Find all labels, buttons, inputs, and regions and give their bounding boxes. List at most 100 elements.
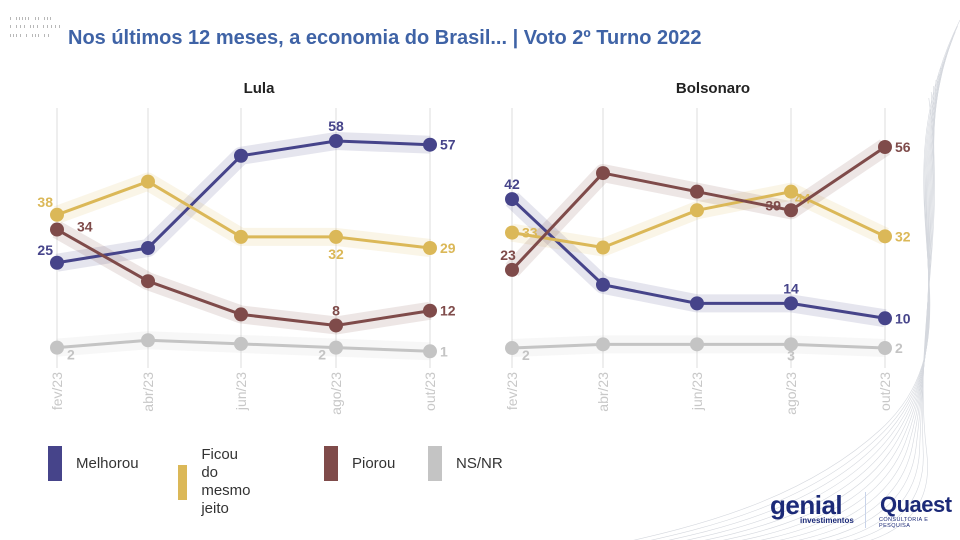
data-label-ns-nr: 2 xyxy=(895,340,903,356)
decorative-wave-line xyxy=(741,55,946,540)
decorative-wave-line xyxy=(798,73,939,540)
x-tick-label: out/23 xyxy=(877,372,893,411)
data-point-melhorou xyxy=(141,241,155,255)
decorative-dots-icon xyxy=(10,17,60,37)
data-label-melhorou: 14 xyxy=(783,280,799,296)
data-point-ficou-do-mesmo-jeito xyxy=(690,203,704,218)
data-label-piorou: 23 xyxy=(500,247,516,263)
x-tick-label: ago/23 xyxy=(783,372,799,415)
data-point-piorou xyxy=(784,203,798,218)
data-point-ns-nr xyxy=(596,337,610,352)
data-label-ficou-do-mesmo-jeito: 33 xyxy=(522,225,538,241)
data-point-ns-nr xyxy=(234,336,248,351)
data-point-piorou xyxy=(329,318,343,333)
data-label-melhorou: 58 xyxy=(328,118,344,134)
data-point-ficou-do-mesmo-jeito xyxy=(234,229,248,244)
data-point-melhorou xyxy=(50,255,64,270)
x-tick-label: abr/23 xyxy=(140,372,156,412)
legend-swatch-piorou xyxy=(324,446,338,481)
legend-swatch-ficou xyxy=(178,464,188,500)
data-point-ficou-do-mesmo-jeito xyxy=(878,229,892,244)
data-label-piorou: 12 xyxy=(440,303,456,319)
data-point-ns-nr xyxy=(141,333,155,348)
chart-title: Bolsonaro xyxy=(676,80,750,97)
legend-item-ficou: Ficou do mesmo jeito xyxy=(178,446,255,518)
decorative-wave-line xyxy=(650,25,958,540)
data-point-melhorou xyxy=(423,137,437,152)
data-label-melhorou: 57 xyxy=(440,137,456,153)
legend-item-melhorou: Melhorou xyxy=(48,446,139,481)
x-tick-label: jun/23 xyxy=(233,372,249,411)
sponsor-logos: genial investimentos Quaest CONSULTORIA … xyxy=(770,490,955,530)
x-tick-label: ago/23 xyxy=(328,372,344,415)
legend-swatch-melhorou xyxy=(48,446,62,481)
data-label-ns-nr: 2 xyxy=(67,347,75,363)
legend-swatch-nsnr xyxy=(428,446,442,481)
data-label-ficou-do-mesmo-jeito: 38 xyxy=(37,194,53,210)
data-point-ns-nr xyxy=(690,337,704,352)
data-point-ficou-do-mesmo-jeito xyxy=(50,207,64,222)
data-point-melhorou xyxy=(690,296,704,311)
decorative-wave-line xyxy=(835,85,935,540)
decorative-wave-line xyxy=(779,67,942,540)
data-label-ns-nr: 2 xyxy=(318,347,326,363)
data-point-ficou-do-mesmo-jeito xyxy=(423,241,437,255)
data-point-piorou xyxy=(690,184,704,199)
data-point-melhorou xyxy=(784,296,798,311)
data-point-ficou-do-mesmo-jeito xyxy=(141,174,155,189)
x-tick-label: fev/23 xyxy=(504,372,520,410)
data-point-ficou-do-mesmo-jeito xyxy=(596,240,610,255)
quaest-logo: Quaest xyxy=(880,492,952,517)
data-point-ns-nr xyxy=(878,341,892,356)
legend-item-nsnr: NS/NR xyxy=(428,446,503,481)
data-point-piorou xyxy=(50,222,64,237)
data-label-melhorou: 42 xyxy=(504,176,520,192)
data-point-ficou-do-mesmo-jeito xyxy=(329,229,343,244)
decorative-wave-line xyxy=(760,61,944,540)
data-label-ns-nr: 3 xyxy=(787,347,795,363)
decorative-wave-line xyxy=(633,19,960,540)
decorative-wave-line xyxy=(816,79,937,540)
genial-logo: genial xyxy=(770,490,843,520)
x-tick-label: fev/23 xyxy=(49,372,65,410)
data-point-melhorou xyxy=(878,311,892,326)
decorative-wave-line xyxy=(852,91,935,540)
data-point-ns-nr xyxy=(505,341,519,356)
x-tick-label: abr/23 xyxy=(595,372,611,412)
data-point-ficou-do-mesmo-jeito xyxy=(784,184,798,199)
quaest-logo-subtitle: CONSULTORIA E PESQUISA xyxy=(879,517,929,529)
data-label-melhorou: 25 xyxy=(37,242,53,258)
legend-label: Ficou do mesmo jeito xyxy=(201,446,251,517)
x-tick-label: jun/23 xyxy=(689,372,705,411)
data-point-piorou xyxy=(596,166,610,181)
legend-item-piorou: Piorou xyxy=(324,446,395,481)
data-label-ficou-do-mesmo-jeito: 44 xyxy=(795,191,811,207)
data-label-ficou-do-mesmo-jeito: 32 xyxy=(328,246,344,262)
data-point-piorou xyxy=(234,307,248,322)
data-label-piorou: 39 xyxy=(765,197,781,213)
x-tick-label: out/23 xyxy=(422,372,438,411)
data-point-melhorou xyxy=(596,277,610,292)
data-point-melhorou xyxy=(505,192,519,207)
data-label-ns-nr: 2 xyxy=(522,347,530,363)
data-label-piorou: 8 xyxy=(332,302,340,318)
data-point-ns-nr xyxy=(784,337,798,352)
page-title: Nos últimos 12 meses, a economia do Bras… xyxy=(68,27,702,49)
data-point-ficou-do-mesmo-jeito xyxy=(505,225,519,240)
data-point-piorou xyxy=(878,140,892,154)
legend-label: Melhorou xyxy=(76,454,139,472)
decorative-wave-line xyxy=(668,31,956,540)
decorative-wave-line xyxy=(870,97,935,540)
data-point-piorou xyxy=(423,303,437,318)
decorative-wave-line xyxy=(722,49,949,540)
data-label-ns-nr: 1 xyxy=(440,343,448,359)
data-label-piorou: 34 xyxy=(77,219,93,235)
decorative-wave-line xyxy=(686,37,954,540)
data-label-melhorou: 10 xyxy=(895,310,911,326)
data-point-ns-nr xyxy=(329,340,343,355)
data-point-melhorou xyxy=(234,148,248,163)
decorative-wave-line xyxy=(704,43,951,540)
data-label-ficou-do-mesmo-jeito: 29 xyxy=(440,240,456,256)
data-label-piorou: 56 xyxy=(895,139,911,155)
